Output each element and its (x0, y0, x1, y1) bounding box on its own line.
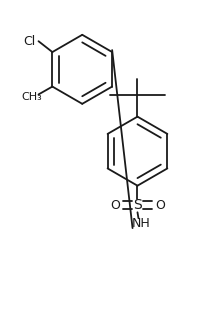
Text: Cl: Cl (23, 35, 36, 48)
Text: S: S (132, 199, 141, 213)
Text: O: O (154, 199, 164, 212)
Text: CH₃: CH₃ (21, 92, 42, 102)
Text: NH: NH (131, 217, 150, 230)
Text: O: O (109, 199, 119, 212)
